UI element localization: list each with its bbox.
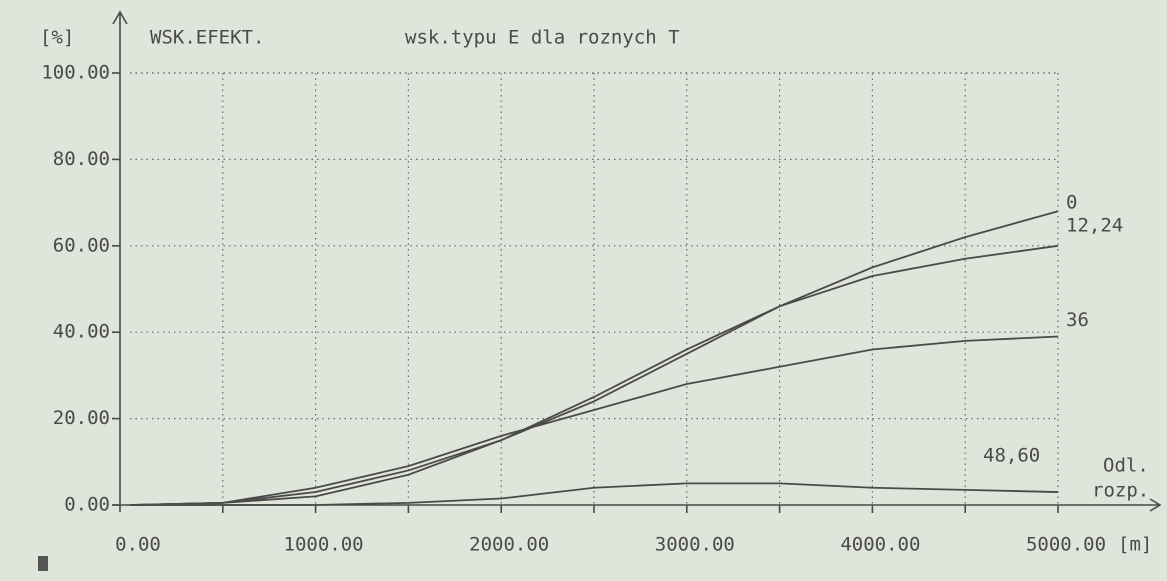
chart-subtitle: wsk.typu E dla roznych T — [405, 27, 680, 49]
y-tick-label: 20.00 — [53, 407, 110, 429]
y-tick-label: 40.00 — [53, 321, 110, 343]
series-line — [129, 244, 1059, 506]
x-tick-label: 2000.00 — [469, 534, 549, 556]
x-axis-unit: [m] — [1118, 534, 1152, 556]
series-label: 12,24 — [1066, 214, 1123, 236]
series-line — [130, 482, 1059, 506]
x-tick-label: 4000.00 — [840, 534, 920, 556]
y-axis-label: [%] — [40, 27, 74, 49]
x-axis-label: rozp. — [1092, 480, 1149, 502]
cursor — [38, 556, 48, 571]
y-tick-label: 60.00 — [53, 234, 110, 256]
y-tick-label: 80.00 — [53, 148, 110, 170]
x-tick-label: 5000.00 — [1026, 534, 1106, 556]
series-label: 36 — [1066, 309, 1089, 331]
chart-title: WSK.EFEKT. — [150, 27, 264, 49]
series-line — [129, 210, 1059, 506]
y-tick-label: 0.00 — [64, 494, 110, 516]
series-line — [129, 335, 1059, 506]
x-tick-label: 0.00 — [115, 534, 161, 556]
x-axis-label: Odl. — [1103, 455, 1149, 477]
x-axis-arrow — [1149, 498, 1162, 512]
series-label: 0 — [1066, 192, 1077, 214]
x-tick-label: 3000.00 — [655, 534, 735, 556]
x-tick-label: 1000.00 — [284, 534, 364, 556]
series-label: 48,60 — [983, 445, 1040, 467]
y-tick-label: 100.00 — [41, 62, 110, 84]
y-axis-arrow — [112, 10, 128, 25]
